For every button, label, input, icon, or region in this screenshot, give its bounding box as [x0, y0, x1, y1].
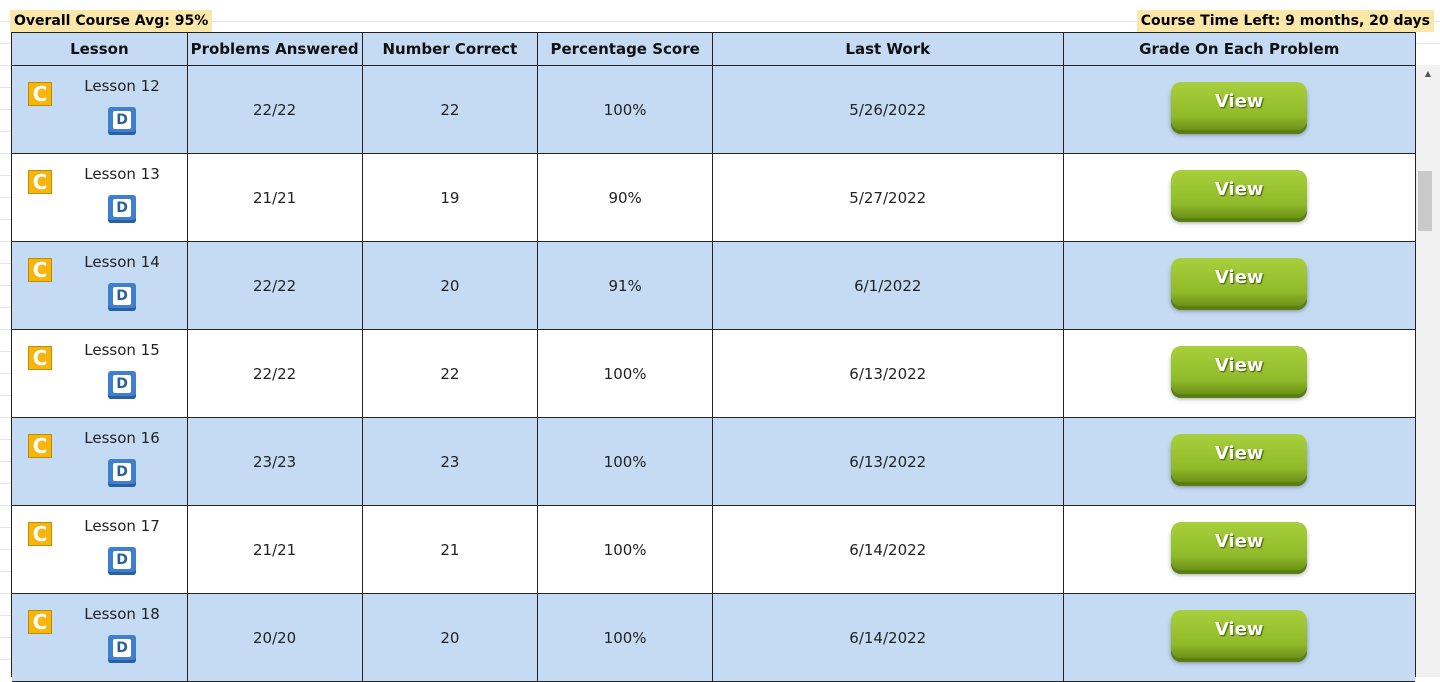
grade-cell: View [1064, 66, 1416, 153]
header-problems-answered: Problems Answered [188, 33, 363, 65]
view-grade-button[interactable]: View [1171, 257, 1308, 306]
document-d-glyph: D [113, 551, 131, 569]
scroll-thumb[interactable] [1418, 171, 1432, 231]
percentage-score-cell: 100% [538, 506, 713, 593]
percentage-score-cell: 100% [538, 330, 713, 417]
course-c-icon[interactable]: C [28, 170, 52, 194]
lesson-cell: C Lesson 14 D [12, 242, 188, 329]
course-c-icon[interactable]: C [28, 258, 52, 282]
view-grade-button[interactable]: View [1171, 609, 1308, 658]
percentage-score-cell: 90% [538, 154, 713, 241]
lesson-document-icon[interactable]: D [108, 371, 136, 399]
header-last-work: Last Work [713, 33, 1064, 65]
grade-cell: View [1064, 594, 1416, 681]
course-c-icon[interactable]: C [28, 522, 52, 546]
header-number-correct: Number Correct [363, 33, 539, 65]
document-d-glyph: D [113, 199, 131, 217]
percentage-score-cell: 91% [538, 242, 713, 329]
view-grade-button[interactable]: View [1171, 521, 1308, 570]
lesson-document-icon[interactable]: D [108, 107, 136, 135]
lesson-document-icon[interactable]: D [108, 283, 136, 311]
table-row: C Lesson 13 D 21/21 19 90% 5/27/2022 View [12, 154, 1415, 242]
table-row: C Lesson 12 D 22/22 22 100% 5/26/2022 View [12, 66, 1415, 154]
last-work-cell: 6/13/2022 [713, 330, 1064, 417]
header-lesson: Lesson [12, 33, 188, 65]
lesson-document-icon[interactable]: D [108, 547, 136, 575]
document-d-glyph: D [113, 375, 131, 393]
lesson-cell: C Lesson 16 D [12, 418, 188, 505]
problems-answered-cell: 22/22 [188, 66, 363, 153]
number-correct-cell: 22 [363, 330, 539, 417]
number-correct-cell: 23 [363, 418, 539, 505]
problems-answered-cell: 21/21 [188, 154, 363, 241]
table-row: C Lesson 18 D 20/20 20 100% 6/14/2022 View [12, 594, 1415, 682]
grade-cell: View [1064, 506, 1416, 593]
number-correct-cell: 20 [363, 242, 539, 329]
scroll-up-arrow-icon[interactable]: ▲ [1424, 69, 1432, 78]
course-c-icon[interactable]: C [28, 346, 52, 370]
view-grade-button[interactable]: View [1171, 345, 1308, 394]
course-c-icon[interactable]: C [28, 434, 52, 458]
overall-course-avg: Overall Course Avg: 95% [10, 10, 213, 32]
document-d-glyph: D [113, 111, 131, 129]
document-d-glyph: D [113, 463, 131, 481]
grades-table: Lesson Problems Answered Number Correct … [11, 32, 1416, 682]
number-correct-cell: 22 [363, 66, 539, 153]
number-correct-cell: 19 [363, 154, 539, 241]
course-c-icon[interactable]: C [28, 610, 52, 634]
lesson-cell: C Lesson 17 D [12, 506, 188, 593]
grade-cell: View [1064, 154, 1416, 241]
vertical-scrollbar[interactable]: ▲ [1416, 65, 1440, 677]
problems-answered-cell: 20/20 [188, 594, 363, 681]
lesson-cell: C Lesson 13 D [12, 154, 188, 241]
last-work-cell: 5/27/2022 [713, 154, 1064, 241]
lesson-name: Lesson 15 [84, 341, 160, 359]
last-work-cell: 5/26/2022 [713, 66, 1064, 153]
problems-answered-cell: 21/21 [188, 506, 363, 593]
last-work-cell: 6/1/2022 [713, 242, 1064, 329]
lesson-name: Lesson 17 [84, 517, 160, 535]
lesson-name: Lesson 12 [84, 77, 160, 95]
lesson-cell: C Lesson 15 D [12, 330, 188, 417]
problems-answered-cell: 22/22 [188, 242, 363, 329]
lesson-document-icon[interactable]: D [108, 635, 136, 663]
table-row: C Lesson 16 D 23/23 23 100% 6/13/2022 View [12, 418, 1415, 506]
last-work-cell: 6/14/2022 [713, 594, 1064, 681]
percentage-score-cell: 100% [538, 418, 713, 505]
lesson-cell: C Lesson 18 D [12, 594, 188, 681]
number-correct-cell: 21 [363, 506, 539, 593]
grade-cell: View [1064, 242, 1416, 329]
last-work-cell: 6/14/2022 [713, 506, 1064, 593]
lesson-name: Lesson 14 [84, 253, 160, 271]
lesson-name: Lesson 16 [84, 429, 160, 447]
table-header: Lesson Problems Answered Number Correct … [12, 33, 1415, 66]
lesson-document-icon[interactable]: D [108, 459, 136, 487]
header-grade-on-each-problem: Grade On Each Problem [1139, 40, 1340, 58]
table-row: C Lesson 15 D 22/22 22 100% 6/13/2022 View [12, 330, 1415, 418]
table-row: C Lesson 17 D 21/21 21 100% 6/14/2022 View [12, 506, 1415, 594]
grade-cell: View [1064, 418, 1416, 505]
lesson-name: Lesson 18 [84, 605, 160, 623]
problems-answered-cell: 22/22 [188, 330, 363, 417]
grade-cell: View [1064, 330, 1416, 417]
lesson-cell: C Lesson 12 D [12, 66, 188, 153]
view-grade-button[interactable]: View [1171, 169, 1308, 218]
course-c-icon[interactable]: C [28, 82, 52, 106]
lesson-name: Lesson 13 [84, 165, 160, 183]
document-d-glyph: D [113, 639, 131, 657]
percentage-score-cell: 100% [538, 594, 713, 681]
problems-answered-cell: 23/23 [188, 418, 363, 505]
document-d-glyph: D [113, 287, 131, 305]
summary-bar: Overall Course Avg: 95% Course Time Left… [0, 0, 1440, 32]
course-time-left: Course Time Left: 9 months, 20 days [1136, 10, 1434, 32]
percentage-score-cell: 100% [538, 66, 713, 153]
header-percentage-score: Percentage Score [538, 33, 713, 65]
view-grade-button[interactable]: View [1171, 81, 1308, 130]
view-grade-button[interactable]: View [1171, 433, 1308, 482]
table-row: C Lesson 14 D 22/22 20 91% 6/1/2022 View [12, 242, 1415, 330]
lesson-document-icon[interactable]: D [108, 195, 136, 223]
last-work-cell: 6/13/2022 [713, 418, 1064, 505]
number-correct-cell: 20 [363, 594, 539, 681]
